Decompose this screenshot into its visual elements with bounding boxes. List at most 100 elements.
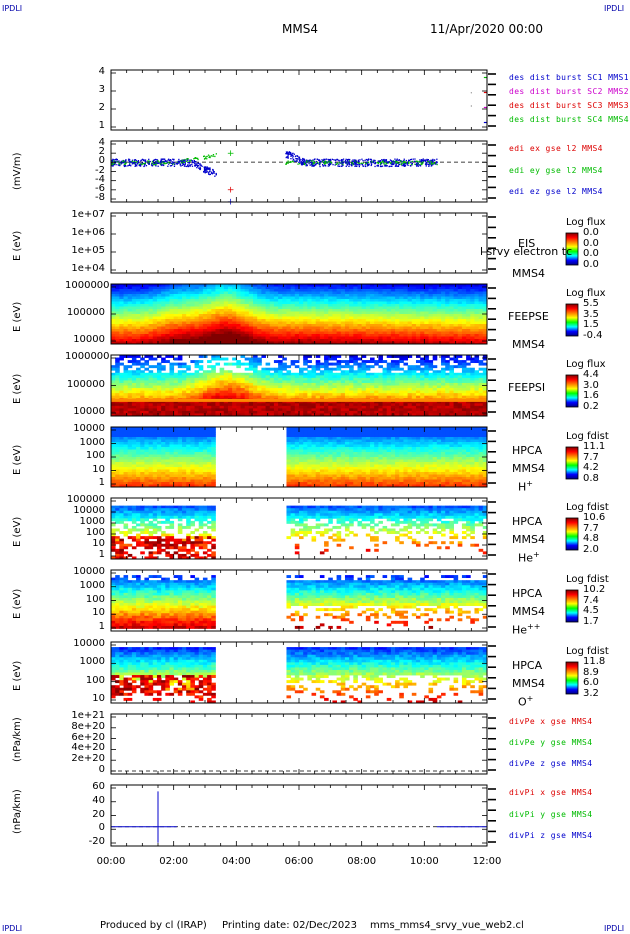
feepsi-cell bbox=[202, 390, 208, 394]
feepse-cell bbox=[127, 301, 133, 305]
feepse-cell bbox=[165, 296, 170, 300]
feepse-cell bbox=[457, 321, 463, 325]
feepsi-cell bbox=[273, 393, 279, 397]
feepsi-cell bbox=[136, 393, 141, 397]
edi-ez-point bbox=[188, 163, 190, 165]
feepse-cell bbox=[332, 316, 337, 320]
feepse-cell bbox=[261, 286, 266, 290]
feepse-cell bbox=[223, 286, 229, 290]
feepse-cell bbox=[386, 291, 392, 295]
feepsi-cell bbox=[344, 400, 350, 404]
feepse-cell bbox=[386, 299, 392, 302]
feepsi-cell bbox=[207, 405, 212, 409]
feepse-cell bbox=[420, 304, 425, 307]
feepse-cell bbox=[370, 291, 375, 295]
edi-ey-point bbox=[408, 161, 410, 163]
feepsi-cell bbox=[370, 375, 375, 379]
feepse-cell bbox=[244, 284, 250, 287]
feepse-cell bbox=[169, 291, 175, 295]
feepsi-cell bbox=[265, 385, 271, 389]
feepse-cell bbox=[177, 294, 183, 297]
feepse-cell bbox=[215, 311, 221, 315]
feepse-cell bbox=[198, 339, 204, 342]
edi-ez-point bbox=[112, 158, 114, 160]
edi-ez-point bbox=[171, 164, 174, 166]
feepse-cell bbox=[190, 334, 195, 337]
feepsi-cell bbox=[349, 385, 354, 389]
feepse-cell bbox=[111, 304, 116, 307]
feepsi-cell bbox=[299, 380, 304, 384]
edi-ez-point bbox=[285, 151, 288, 153]
feepse-cell bbox=[374, 304, 379, 307]
feepse-cell bbox=[177, 309, 183, 312]
feepsi-cell bbox=[299, 400, 304, 404]
feepse-cell bbox=[457, 331, 463, 335]
edi-ez-point bbox=[193, 160, 195, 162]
feepse-cell bbox=[290, 286, 296, 290]
edi-ez-point bbox=[115, 159, 117, 161]
feepse-cell bbox=[257, 289, 262, 292]
feepse-cell bbox=[428, 294, 434, 297]
feepse-cell bbox=[390, 286, 396, 290]
feepsi-cell bbox=[257, 388, 262, 391]
feepse-cell bbox=[140, 296, 145, 300]
feepse-cell bbox=[370, 296, 375, 300]
feepse-cell bbox=[382, 289, 388, 292]
edi-ey-point bbox=[389, 162, 392, 164]
feepse-cell bbox=[457, 319, 463, 322]
feepsi-cell bbox=[211, 365, 216, 369]
edi-ez-point bbox=[286, 156, 288, 158]
feepse-cell bbox=[315, 294, 321, 297]
feepse-cell bbox=[227, 299, 233, 302]
feepse-cell bbox=[357, 314, 363, 317]
feepsi-cell bbox=[227, 388, 233, 391]
feepsi-cell bbox=[349, 357, 354, 361]
feepse-cell bbox=[136, 301, 141, 305]
feepse-cell bbox=[290, 314, 296, 317]
feepse-cell bbox=[194, 339, 200, 342]
feepsi-cell bbox=[115, 370, 120, 374]
feepse-cell bbox=[453, 329, 459, 332]
feepse-cell bbox=[441, 324, 446, 327]
feepsi-cell bbox=[215, 408, 221, 412]
feepsi-cell bbox=[273, 403, 279, 407]
feepse-cell bbox=[286, 289, 292, 292]
feepse-cell bbox=[415, 309, 421, 312]
edi-ez-point bbox=[365, 165, 367, 168]
feepse-cell bbox=[115, 311, 120, 315]
feepse-cell bbox=[190, 291, 195, 295]
feepsi-cell bbox=[144, 382, 149, 386]
feepse-cell bbox=[303, 291, 308, 295]
edi-ey-point bbox=[291, 160, 294, 162]
feepse-cell bbox=[436, 294, 442, 297]
feepsi-cell bbox=[374, 395, 379, 399]
feepse-cell bbox=[115, 306, 120, 310]
feepse-cell bbox=[123, 331, 129, 335]
feepse-cell bbox=[424, 294, 429, 297]
feepse-cell bbox=[202, 289, 208, 292]
feepse-cell bbox=[311, 311, 317, 315]
edi-ez-point bbox=[157, 162, 160, 164]
edi-ey-point bbox=[336, 162, 338, 164]
feepsi-cell bbox=[236, 410, 241, 414]
feepse-cell bbox=[336, 286, 342, 290]
feepse-cell bbox=[282, 336, 287, 340]
feepsi-cell bbox=[161, 382, 166, 386]
edi-ey-point bbox=[205, 156, 207, 158]
feepse-cell bbox=[211, 319, 216, 322]
edi-ey-point bbox=[214, 155, 216, 158]
edi-ez-point bbox=[157, 161, 159, 163]
edi-ez-point bbox=[379, 160, 382, 162]
feepse-cell bbox=[282, 316, 287, 320]
feepsi-cell bbox=[211, 355, 216, 358]
feepsi-cell bbox=[261, 382, 266, 386]
feepse-cell bbox=[482, 316, 488, 320]
feepse-cell bbox=[177, 331, 183, 335]
edi-ey-point bbox=[144, 162, 146, 165]
feepse-cell bbox=[457, 291, 463, 295]
edi-ez-point bbox=[348, 162, 350, 164]
edi-ez-point bbox=[214, 175, 216, 177]
feepse-cell bbox=[390, 339, 396, 342]
feepsi-cell bbox=[127, 380, 133, 384]
feepse-cell bbox=[156, 334, 162, 337]
